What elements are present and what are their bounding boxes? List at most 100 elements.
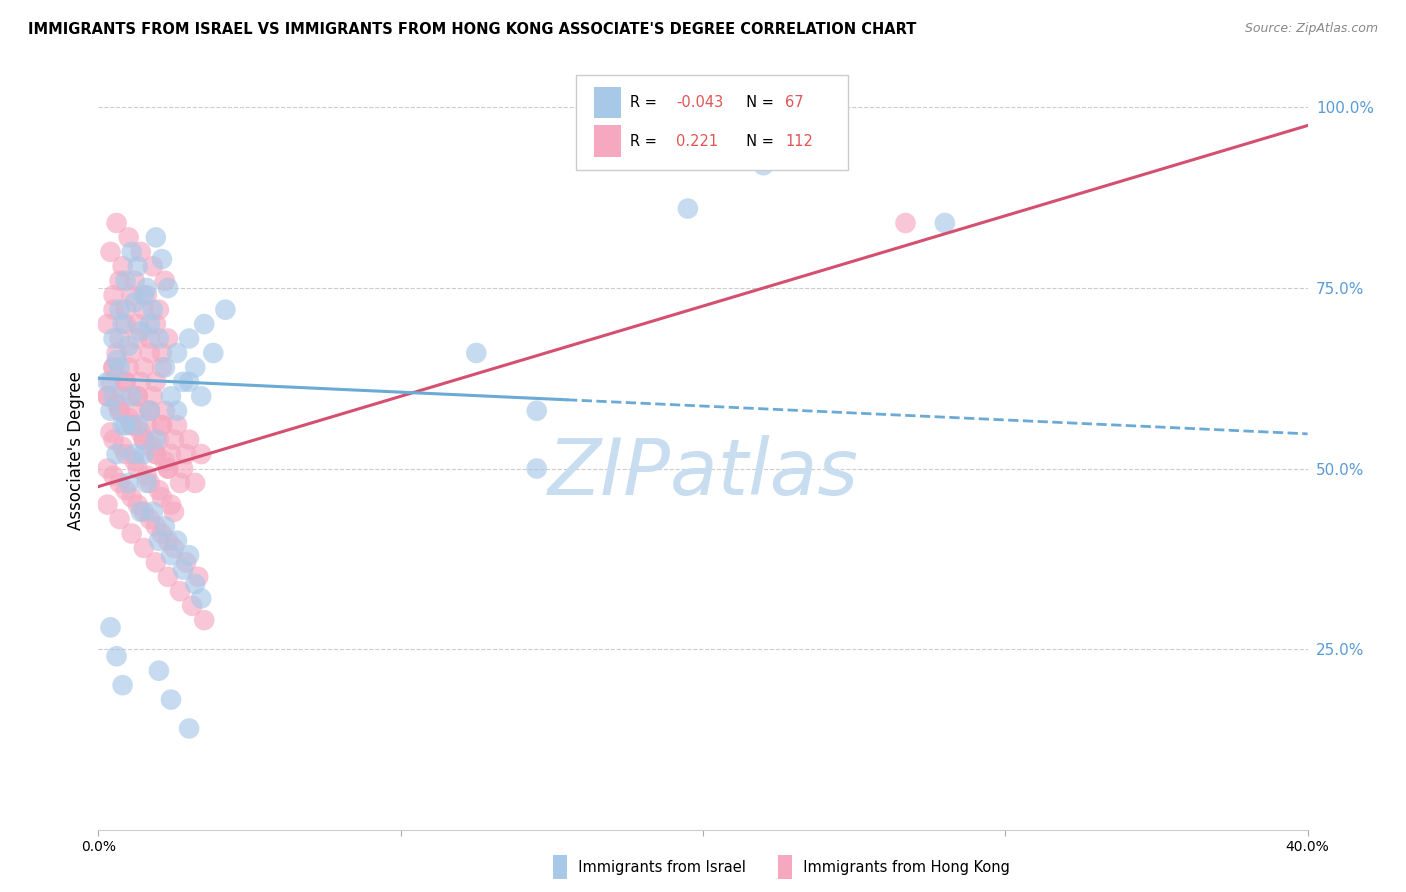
Point xyxy=(111,418,134,433)
Point xyxy=(105,346,128,360)
Point xyxy=(105,649,128,664)
Point xyxy=(105,396,128,410)
Point xyxy=(163,505,186,519)
Text: Immigrants from Hong Kong: Immigrants from Hong Kong xyxy=(794,860,1011,874)
Point xyxy=(118,230,141,244)
Bar xyxy=(595,87,621,119)
Point xyxy=(153,519,176,533)
Point xyxy=(114,274,136,288)
Point xyxy=(121,526,143,541)
Point xyxy=(142,260,165,274)
Point xyxy=(105,353,128,368)
Point xyxy=(148,302,170,317)
Text: Immigrants from Israel: Immigrants from Israel xyxy=(569,860,747,874)
Point xyxy=(103,302,125,317)
Point xyxy=(108,403,131,417)
Point xyxy=(121,288,143,302)
Point xyxy=(108,403,131,417)
Text: -0.043: -0.043 xyxy=(676,95,724,110)
Point xyxy=(148,533,170,548)
Point xyxy=(156,281,179,295)
Point xyxy=(145,230,167,244)
Point xyxy=(139,403,162,417)
Point xyxy=(179,722,201,736)
Point xyxy=(139,317,162,331)
Text: N =: N = xyxy=(737,134,779,149)
Point xyxy=(142,302,165,317)
Point xyxy=(129,244,152,259)
Point xyxy=(132,447,155,461)
Point xyxy=(105,216,128,230)
Point xyxy=(160,548,183,562)
Point xyxy=(129,425,152,440)
Point xyxy=(160,447,183,461)
Point xyxy=(145,555,167,569)
Point xyxy=(526,461,548,475)
Point xyxy=(132,433,155,447)
Point xyxy=(156,461,179,475)
Point xyxy=(190,591,212,606)
Point xyxy=(114,418,136,433)
Point xyxy=(169,475,191,490)
Point xyxy=(96,389,118,403)
Bar xyxy=(595,125,621,157)
Point xyxy=(202,346,225,360)
Point xyxy=(124,274,146,288)
Point xyxy=(163,541,186,555)
Point xyxy=(103,332,125,346)
Point xyxy=(145,519,167,533)
Point xyxy=(114,302,136,317)
Point xyxy=(676,202,699,216)
Point xyxy=(190,389,212,403)
Point xyxy=(934,216,956,230)
Point xyxy=(166,346,188,360)
Text: R =: R = xyxy=(630,95,662,110)
Point xyxy=(139,332,162,346)
Point xyxy=(127,389,149,403)
Point xyxy=(465,346,488,360)
Point xyxy=(108,332,131,346)
Point xyxy=(108,512,131,526)
Point xyxy=(156,570,179,584)
Point xyxy=(135,281,157,295)
Point xyxy=(114,447,136,461)
Point xyxy=(114,375,136,389)
Point xyxy=(118,360,141,375)
Point xyxy=(114,375,136,389)
Point xyxy=(132,433,155,447)
Point xyxy=(153,274,176,288)
Point xyxy=(169,584,191,599)
Point xyxy=(96,498,118,512)
Point xyxy=(139,512,162,526)
Point xyxy=(132,505,155,519)
Text: Source: ZipAtlas.com: Source: ZipAtlas.com xyxy=(1244,22,1378,36)
Point xyxy=(148,483,170,498)
Point xyxy=(148,433,170,447)
Point xyxy=(124,295,146,310)
Point xyxy=(139,403,162,417)
Point xyxy=(127,260,149,274)
Point xyxy=(179,433,201,447)
Point xyxy=(184,360,207,375)
Point xyxy=(118,475,141,490)
Text: 0.221: 0.221 xyxy=(676,134,718,149)
Point xyxy=(96,461,118,475)
Point xyxy=(118,411,141,425)
Point xyxy=(187,570,209,584)
Point xyxy=(121,389,143,403)
Point xyxy=(214,302,236,317)
Point xyxy=(103,360,125,375)
Point xyxy=(114,483,136,498)
Point xyxy=(96,317,118,331)
Point xyxy=(153,403,176,417)
Point xyxy=(132,288,155,302)
Point xyxy=(127,498,149,512)
Point xyxy=(135,418,157,433)
Point xyxy=(179,548,201,562)
Point xyxy=(894,216,917,230)
Point xyxy=(142,389,165,403)
Point xyxy=(148,664,170,678)
Point xyxy=(166,418,188,433)
Point xyxy=(174,555,197,569)
Point xyxy=(150,346,173,360)
